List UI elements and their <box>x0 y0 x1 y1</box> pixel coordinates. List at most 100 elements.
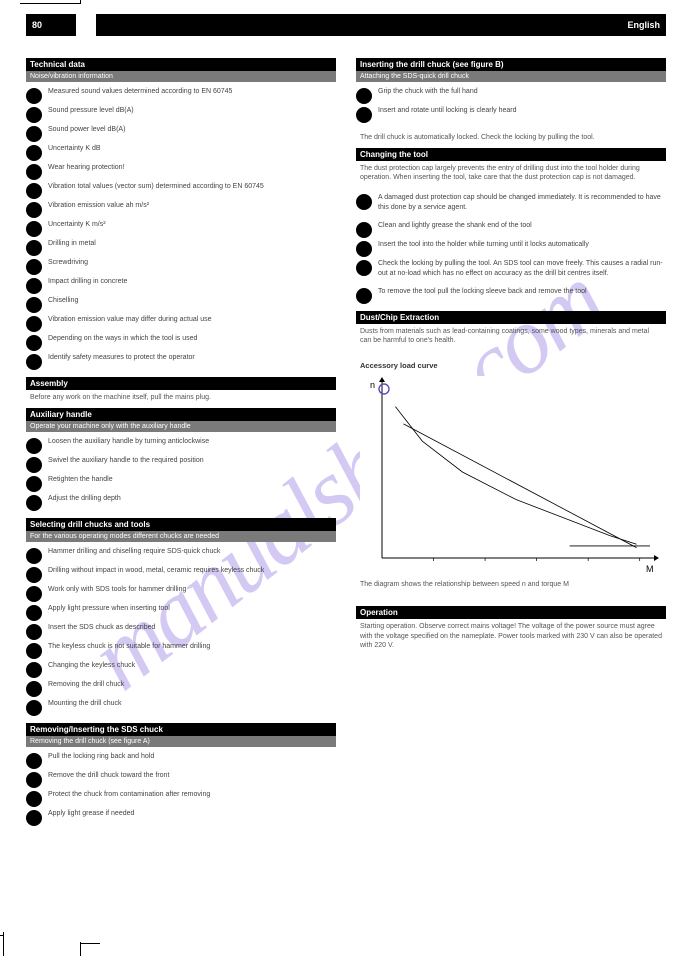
right-column: Inserting the drill chuck (see figure B)… <box>356 58 666 833</box>
section-text: Dusts from materials such as lead-contai… <box>356 324 666 351</box>
section-text: Starting operation. Observe correct main… <box>356 619 666 655</box>
bullet-text: Vibration total values (vector sum) dete… <box>48 182 336 192</box>
page-header: 80 English <box>26 14 666 36</box>
bullet-text: Wear hearing protection! <box>48 163 336 173</box>
chart-caption: The diagram shows the relationship betwe… <box>360 581 662 588</box>
bullet-item: Insert and rotate until locking is clear… <box>356 105 666 124</box>
section-heading: Assembly <box>26 377 336 390</box>
crop-mark <box>80 942 81 956</box>
bullet-item: Sound power level dB(A) <box>26 124 336 143</box>
bullet-item: Remove the drill chuck toward the front <box>26 770 336 789</box>
bullet-item: A damaged dust protection cap should be … <box>356 192 666 220</box>
crop-mark <box>3 932 4 956</box>
bullet-item: Chiselling <box>26 295 336 314</box>
bullet-text: Insert and rotate until locking is clear… <box>378 106 666 116</box>
section-heading: Operation <box>356 606 666 619</box>
page-number: 80 <box>26 14 76 36</box>
bullet-text: Remove the drill chuck toward the front <box>48 771 336 781</box>
bullet-text: Apply light pressure when inserting tool <box>48 604 336 614</box>
section-subheading: Attaching the SDS-quick drill chuck <box>356 71 666 82</box>
section-heading: Inserting the drill chuck (see figure B) <box>356 58 666 71</box>
crop-mark <box>80 0 81 4</box>
bullet-item: Identify safety measures to protect the … <box>26 352 336 371</box>
bullet-item: Insert the tool into the holder while tu… <box>356 239 666 258</box>
bullet-text: Loosen the auxiliary handle by turning a… <box>48 437 336 447</box>
svg-text:M: M <box>646 564 654 574</box>
bullet-text: Apply light grease if needed <box>48 809 336 819</box>
bullet-item: Measured sound values determined accordi… <box>26 86 336 105</box>
bullet-text: Work only with SDS tools for hammer dril… <box>48 585 336 595</box>
bullet-list: Measured sound values determined accordi… <box>26 82 336 377</box>
bullet-item: Apply light grease if needed <box>26 808 336 827</box>
section-subheading: For the various operating modes differen… <box>26 531 336 542</box>
bullet-text: Adjust the drilling depth <box>48 494 336 504</box>
bullet-item: Adjust the drilling depth <box>26 493 336 512</box>
bullet-list: Grip the chuck with the full hand Insert … <box>356 82 666 130</box>
bullet-item: Wear hearing protection! <box>26 162 336 181</box>
section-heading: Changing the tool <box>356 148 666 161</box>
bullet-item: Vibration total values (vector sum) dete… <box>26 181 336 200</box>
bullet-item: Apply light pressure when inserting tool <box>26 603 336 622</box>
crop-mark <box>80 943 100 944</box>
bullet-item: Grip the chuck with the full hand <box>356 86 666 105</box>
section-text: Before any work on the machine itself, p… <box>26 390 336 408</box>
section-heading: Dust/Chip Extraction <box>356 311 666 324</box>
bullet-text: Chiselling <box>48 296 336 306</box>
bullet-list: A damaged dust protection cap should be … <box>356 188 666 311</box>
bullet-text: Check the locking by pulling the tool. A… <box>378 259 666 279</box>
bullet-item: Sound pressure level dB(A) <box>26 105 336 124</box>
bullet-item: Depending on the ways in which the tool … <box>26 333 336 352</box>
svg-text:n: n <box>370 380 375 390</box>
bullet-text: Uncertainty K m/s² <box>48 220 336 230</box>
section-subheading: Operate your machine only with the auxil… <box>26 421 336 432</box>
bullet-text: Insert the SDS chuck as described <box>48 623 336 633</box>
bullet-item: Uncertainty K m/s² <box>26 219 336 238</box>
bullet-text: Pull the locking ring back and hold <box>48 752 336 762</box>
bullet-item: Vibration emission value may differ duri… <box>26 314 336 333</box>
bullet-item: Loosen the auxiliary handle by turning a… <box>26 436 336 455</box>
bullet-text: The keyless chuck is not suitable for ha… <box>48 642 336 652</box>
section-heading: Removing/Inserting the SDS chuck <box>26 723 336 736</box>
bullet-text: Drilling in metal <box>48 239 336 249</box>
bullet-text: Screwdriving <box>48 258 336 268</box>
bullet-item: Check the locking by pulling the tool. A… <box>356 258 666 286</box>
bullet-item: Uncertainty K dB <box>26 143 336 162</box>
bullet-item: Impact drilling in concrete <box>26 276 336 295</box>
bullet-list: Hammer drilling and chiselling require S… <box>26 542 336 723</box>
bullet-text: To remove the tool pull the locking slee… <box>378 287 666 297</box>
bullet-item: Drilling in metal <box>26 238 336 257</box>
bullet-text: Protect the chuck from contamination aft… <box>48 790 336 800</box>
chart-title: Accessory load curve <box>360 361 662 370</box>
bullet-item: Swivel the auxiliary handle to the requi… <box>26 455 336 474</box>
bullet-text: Impact drilling in concrete <box>48 277 336 287</box>
bullet-item: Mounting the drill chuck <box>26 698 336 717</box>
bullet-item: Hammer drilling and chiselling require S… <box>26 546 336 565</box>
bullet-item: Retighten the handle <box>26 474 336 493</box>
torque-speed-chart: nM <box>360 376 660 576</box>
bullet-item: Protect the chuck from contamination aft… <box>26 789 336 808</box>
bullet-text: Measured sound values determined accordi… <box>48 87 336 97</box>
bullet-item: The keyless chuck is not suitable for ha… <box>26 641 336 660</box>
bullet-text: Swivel the auxiliary handle to the requi… <box>48 456 336 466</box>
bullet-text: Mounting the drill chuck <box>48 699 336 709</box>
section-subheading: Noise/vibration information <box>26 71 336 82</box>
bullet-text: Sound power level dB(A) <box>48 125 336 135</box>
bullet-item: To remove the tool pull the locking slee… <box>356 286 666 305</box>
bullet-item: Pull the locking ring back and hold <box>26 751 336 770</box>
bullet-text: Removing the drill chuck <box>48 680 336 690</box>
section-heading: Technical data <box>26 58 336 71</box>
section-heading: Selecting drill chucks and tools <box>26 518 336 531</box>
bullet-item: Removing the drill chuck <box>26 679 336 698</box>
bullet-item: Drilling without impact in wood, metal, … <box>26 565 336 584</box>
chart-container: Accessory load curve nM The diagram show… <box>356 351 666 606</box>
content-columns: Technical data Noise/vibration informati… <box>26 58 666 833</box>
bullet-item: Screwdriving <box>26 257 336 276</box>
section-subheading: Removing the drill chuck (see figure A) <box>26 736 336 747</box>
bullet-text: Depending on the ways in which the tool … <box>48 334 336 344</box>
section-heading: Auxiliary handle <box>26 408 336 421</box>
bullet-text: Clean and lightly grease the shank end o… <box>378 221 666 231</box>
bullet-text: Grip the chuck with the full hand <box>378 87 666 97</box>
bullet-item: Vibration emission value ah m/s² <box>26 200 336 219</box>
manual-page: 80 English Technical data Noise/vibratio… <box>26 14 666 833</box>
bullet-text: Sound pressure level dB(A) <box>48 106 336 116</box>
